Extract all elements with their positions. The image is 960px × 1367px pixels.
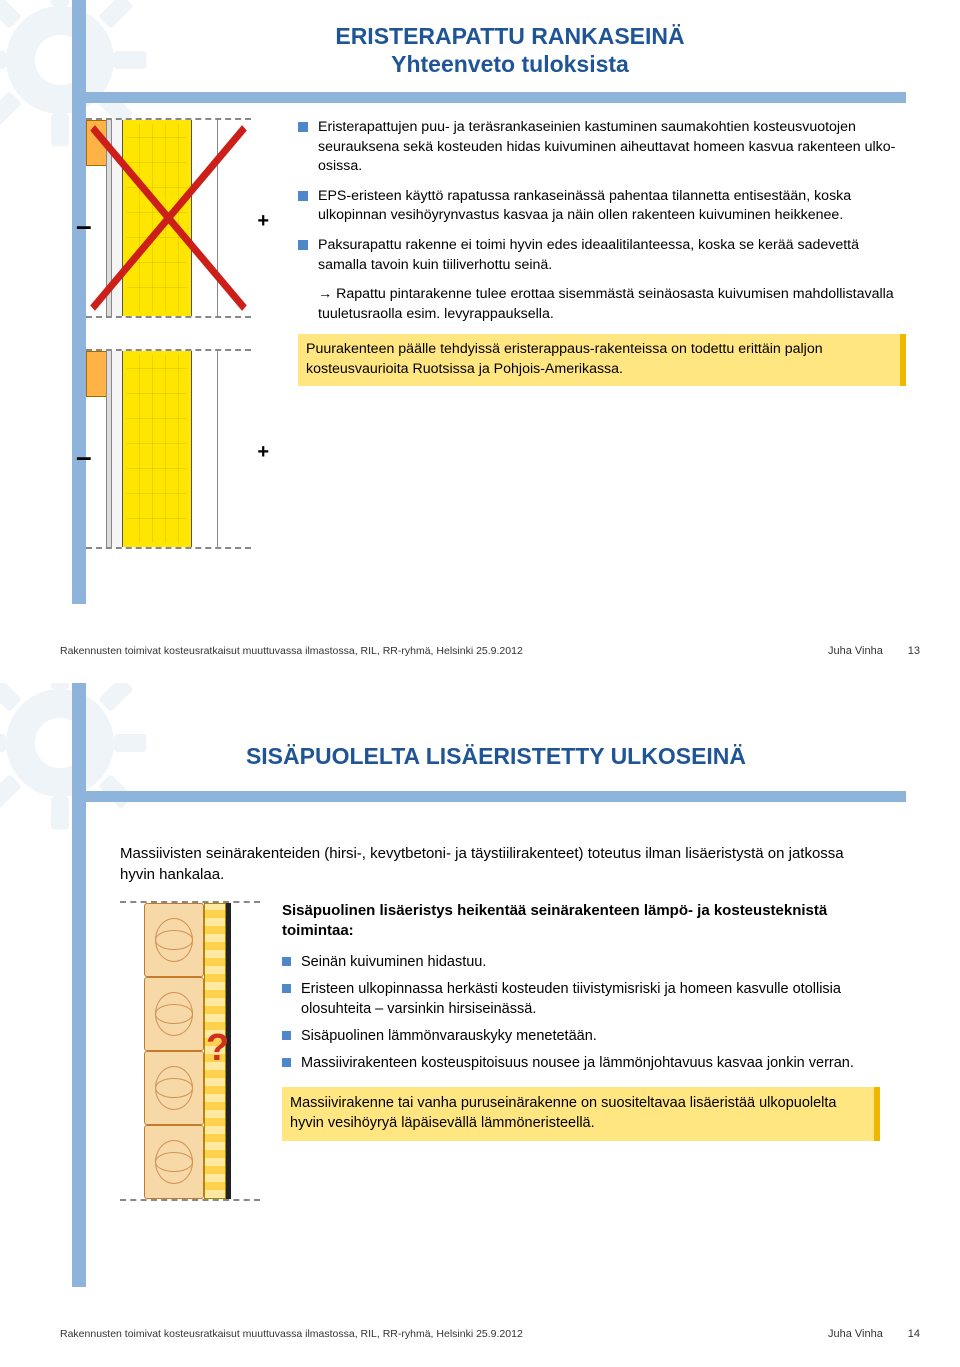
slide-14: SISÄPUOLELTA LISÄERISTETTY ULKOSEINÄ Mas… xyxy=(0,683,960,1366)
intro-paragraph: Massiivisten seinärakenteiden (hirsi-, k… xyxy=(120,843,880,885)
log-wall-diagram: ? xyxy=(120,901,260,1201)
bullet-text: Seinän kuivuminen hidastuu. xyxy=(301,952,486,972)
bullet-text: Paksurapattu rakenne ei toimi hyvin edes… xyxy=(318,236,906,275)
slide1-content: – + xyxy=(86,118,906,554)
footer-author: Juha Vinha xyxy=(828,1328,883,1340)
bullet-icon xyxy=(282,1058,291,1067)
slide-title: ERISTERAPATTU RANKASEINÄ Yhteenveto tulo… xyxy=(140,22,880,78)
footer-author: Juha Vinha xyxy=(828,645,883,657)
highlight-callout: Puurakenteen päälle tehdyissä eristerapp… xyxy=(298,334,906,385)
arrow-paragraph: → Rapattu pintarakenne tulee erottaa sis… xyxy=(318,285,906,324)
page-number: 14 xyxy=(908,1328,920,1340)
slide2-body: ? Sisäpuolinen lisäeristys heikentää sei… xyxy=(120,901,880,1201)
wall-diagram-ok: – + xyxy=(86,349,251,549)
sub-heading: Sisäpuolinen lisäeristys heikentää seinä… xyxy=(282,901,880,942)
bullet-text: Sisäpuolinen lämmönvarauskyky menetetään… xyxy=(301,1026,597,1046)
title-underline-bar xyxy=(86,791,906,802)
slide-13: ERISTERAPATTU RANKASEINÄ Yhteenveto tulo… xyxy=(0,0,960,683)
bullet-icon xyxy=(298,240,308,250)
bullet-list: Seinän kuivuminen hidastuu. Eristeen ulk… xyxy=(282,952,880,1073)
page-number: 13 xyxy=(908,645,920,657)
bullet-text: Eristerapattujen puu- ja teräsrankaseini… xyxy=(318,118,906,177)
cross-out-icon xyxy=(86,120,251,316)
footer-left: Rakennusten toimivat kosteusratkaisut mu… xyxy=(60,1328,523,1340)
left-accent-bar xyxy=(72,0,86,604)
wall-diagram-rejected: – + xyxy=(86,118,251,318)
bullet-text: Eristeen ulkopinnassa herkästi kosteuden… xyxy=(301,979,880,1019)
bullet-text: EPS-eristeen käyttö rapatussa rankaseinä… xyxy=(318,187,906,226)
minus-sign: – xyxy=(76,441,92,473)
title-underline-bar xyxy=(86,92,906,103)
bullet-icon xyxy=(298,122,308,132)
bullet-icon xyxy=(282,1031,291,1040)
highlight-callout: Massiivirakenne tai vanha puruseinäraken… xyxy=(282,1087,880,1141)
bullet-text: Massiivirakenteen kosteuspitoisuus nouse… xyxy=(301,1053,854,1073)
bullet-icon xyxy=(282,984,291,993)
title-line-2: Yhteenveto tuloksista xyxy=(140,51,880,78)
bullet-icon xyxy=(298,191,308,201)
bullet-icon xyxy=(282,957,291,966)
slide-title: SISÄPUOLELTA LISÄERISTETTY ULKOSEINÄ xyxy=(86,743,906,770)
left-accent-bar xyxy=(72,683,86,1287)
footer-left: Rakennusten toimivat kosteusratkaisut mu… xyxy=(60,645,523,657)
title-line-1: ERISTERAPATTU RANKASEINÄ xyxy=(140,22,880,51)
bullet-list: Eristerapattujen puu- ja teräsrankaseini… xyxy=(298,118,906,275)
question-mark-icon: ? xyxy=(206,1027,229,1070)
plus-sign: + xyxy=(257,210,269,233)
slide-footer: Rakennusten toimivat kosteusratkaisut mu… xyxy=(60,1328,920,1340)
plus-sign: + xyxy=(257,441,269,464)
slide-footer: Rakennusten toimivat kosteusratkaisut mu… xyxy=(60,645,920,657)
